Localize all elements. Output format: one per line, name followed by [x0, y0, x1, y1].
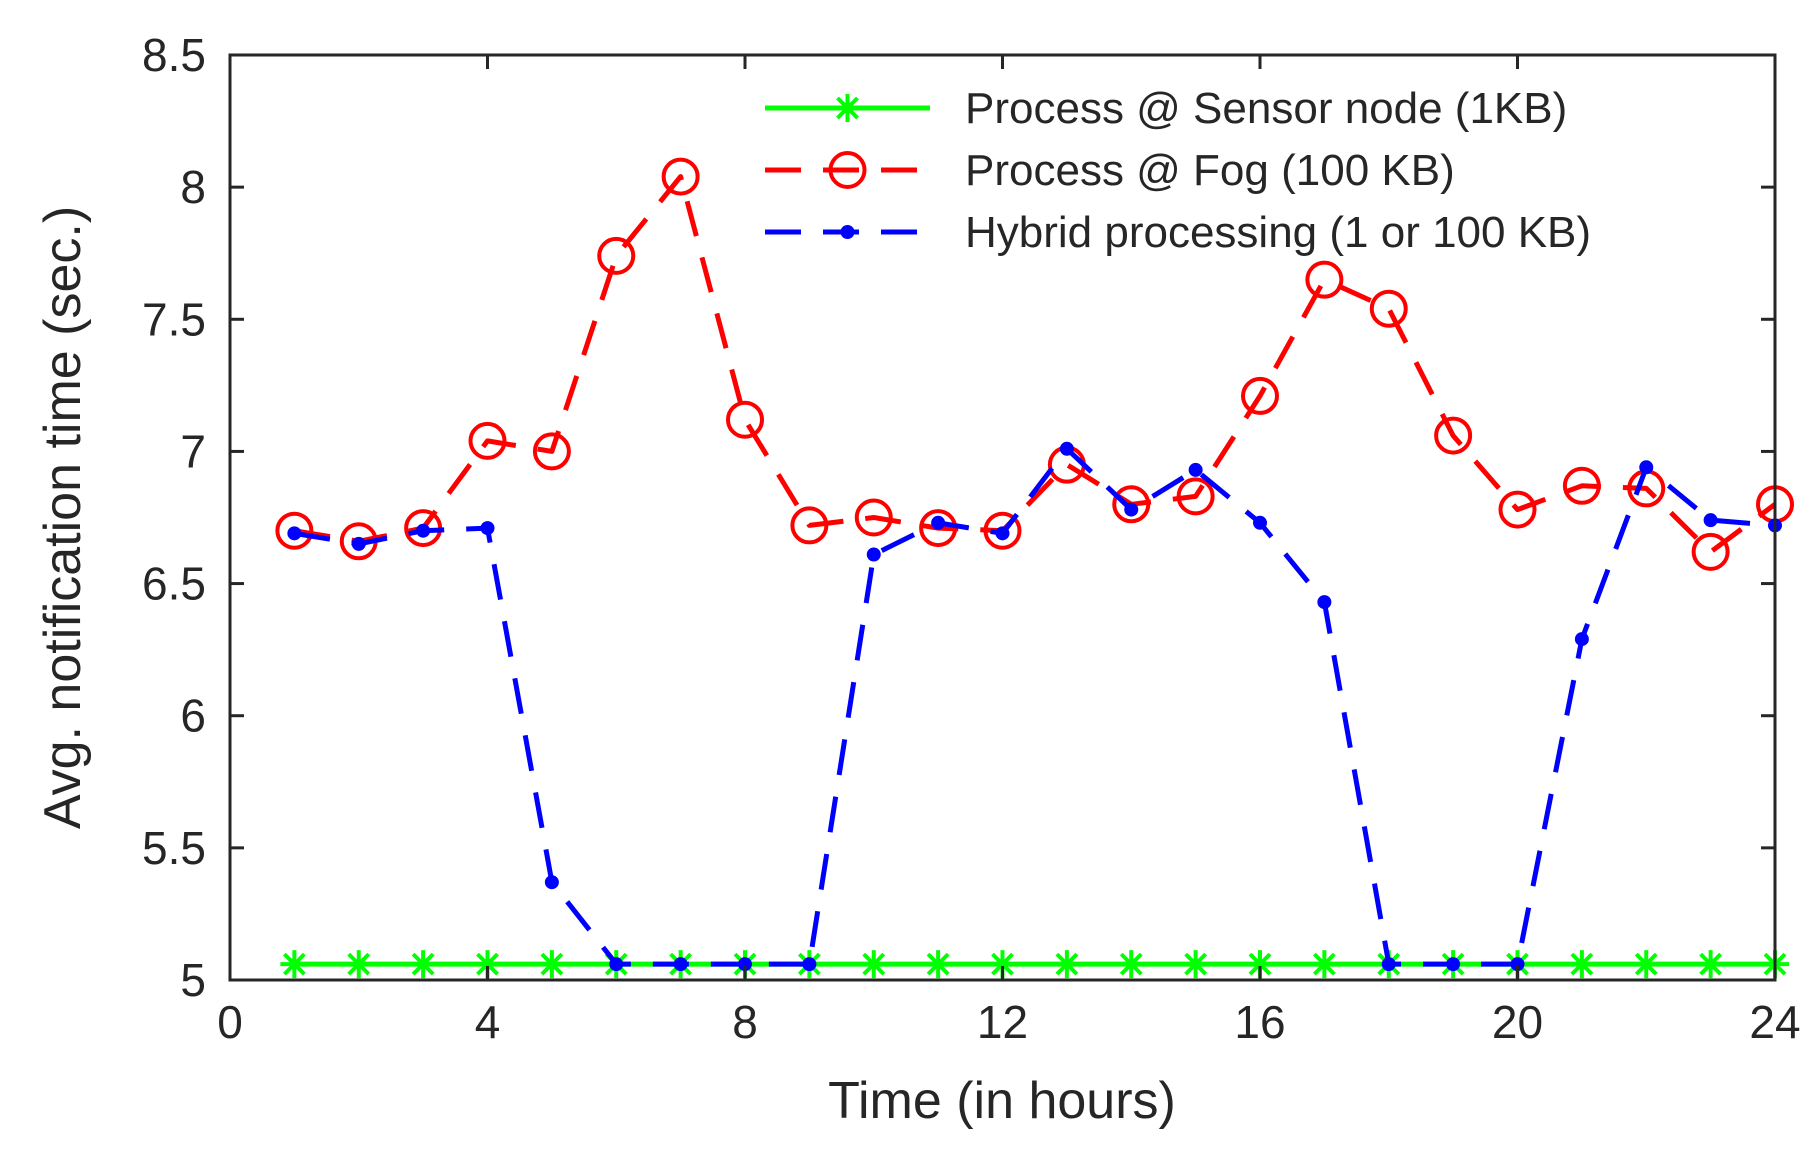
data-point-1-15 [1241, 376, 1279, 415]
data-point-1-18 [1434, 416, 1473, 455]
data-point-0-10 [924, 950, 953, 979]
data-point-1-5 [597, 236, 636, 275]
data-point-2-18 [1446, 957, 1461, 972]
legend-item-1: Process @ Fog (100 KB) [765, 146, 1455, 195]
data-point-1-20 [1562, 466, 1601, 505]
data-point-0-16 [1310, 950, 1339, 979]
data-point-0-14 [1181, 950, 1210, 979]
legend: Process @ Sensor node (1KB) Process @ Fog… [765, 84, 1591, 257]
y-tick-label: 6 [180, 690, 206, 742]
data-point-2-8 [802, 957, 817, 972]
data-point-0-21 [1632, 950, 1661, 979]
data-point-1-11 [983, 511, 1022, 550]
x-axis-label: Time (in hours) [828, 1072, 1176, 1130]
data-point-0-11 [988, 950, 1017, 979]
data-point-1-4 [532, 432, 571, 471]
data-point-0-4 [537, 950, 566, 979]
data-point-2-3 [480, 521, 495, 536]
data-point-1-22 [1691, 532, 1730, 571]
y-tick-label: 8 [180, 161, 206, 213]
series-line-1 [293, 174, 1777, 555]
data-point-0-20 [1567, 950, 1596, 979]
x-tick-label: 0 [217, 996, 243, 1048]
data-point-2-17 [1381, 957, 1396, 972]
data-point-2-14 [1188, 462, 1203, 477]
x-tick-label: 8 [732, 996, 758, 1048]
data-point-1-13 [1112, 485, 1151, 524]
data-point-1-7 [726, 400, 764, 439]
data-point-1-16 [1305, 260, 1344, 299]
data-point-0-0 [280, 950, 309, 979]
data-point-2-10 [931, 515, 946, 530]
y-axis-label: Avg. notification time (sec.) [34, 206, 92, 829]
data-point-0-9 [859, 950, 888, 979]
data-point-1-14 [1176, 477, 1215, 516]
axes-layer: 0 4 8 12 16 20 24 5 5.5 6 6.5 7 7.5 8 8.5 [142, 29, 1801, 1048]
data-point-2-22 [1703, 513, 1718, 528]
x-tick-label: 20 [1492, 996, 1543, 1048]
data-point-2-4 [544, 875, 559, 890]
data-point-1-9 [854, 498, 893, 537]
data-point-2-15 [1253, 515, 1267, 530]
legend-label: Hybrid processing (1 or 100 KB) [965, 208, 1591, 257]
y-tick-label: 5.5 [142, 822, 206, 874]
x-tick-label: 4 [475, 996, 501, 1048]
data-point-1-8 [790, 506, 829, 545]
data-point-0-1 [344, 950, 373, 979]
data-point-1-6 [661, 157, 700, 196]
legend-marker [833, 94, 862, 122]
y-tick-label: 5 [180, 954, 206, 1006]
data-point-2-12 [1059, 441, 1074, 456]
legend-label: Process @ Fog (100 KB) [965, 146, 1455, 195]
data-point-2-21 [1639, 460, 1654, 475]
legend-marker [840, 225, 855, 239]
data-point-2-5 [609, 957, 624, 972]
data-point-1-17 [1369, 289, 1408, 328]
data-point-2-13 [1124, 502, 1139, 517]
plot-area [230, 55, 1775, 980]
data-point-0-22 [1696, 950, 1725, 979]
data-point-1-0 [275, 511, 314, 550]
data-point-2-11 [995, 526, 1010, 541]
data-point-2-6 [673, 957, 688, 972]
legend-label: Process @ Sensor node (1KB) [965, 84, 1567, 133]
data-point-2-16 [1317, 595, 1332, 610]
x-tick-label: 12 [977, 996, 1028, 1048]
x-tick-label: 24 [1749, 996, 1800, 1048]
data-point-2-9 [866, 547, 881, 562]
data-point-0-12 [1052, 950, 1081, 979]
series-layer [275, 157, 1794, 979]
legend-marker [828, 151, 867, 189]
series-2 [287, 441, 1782, 972]
y-tick-label: 7.5 [142, 293, 206, 345]
data-point-1-3 [468, 421, 507, 460]
data-point-0-13 [1117, 950, 1146, 979]
data-point-2-1 [351, 536, 366, 551]
y-tick-label: 7 [180, 425, 206, 477]
data-point-0-15 [1246, 950, 1274, 979]
data-point-2-2 [416, 523, 431, 538]
legend-item-2: Hybrid processing (1 or 100 KB) [765, 208, 1591, 257]
data-point-1-19 [1498, 490, 1537, 529]
data-point-2-20 [1574, 632, 1589, 647]
y-tick-label: 8.5 [142, 29, 206, 81]
legend-item-0: Process @ Sensor node (1KB) [765, 84, 1567, 133]
x-tick-label: 16 [1234, 996, 1285, 1048]
series-line-2 [293, 446, 1776, 967]
data-point-2-0 [287, 526, 302, 541]
data-point-0-2 [409, 950, 438, 979]
y-tick-label: 6.5 [142, 558, 206, 610]
